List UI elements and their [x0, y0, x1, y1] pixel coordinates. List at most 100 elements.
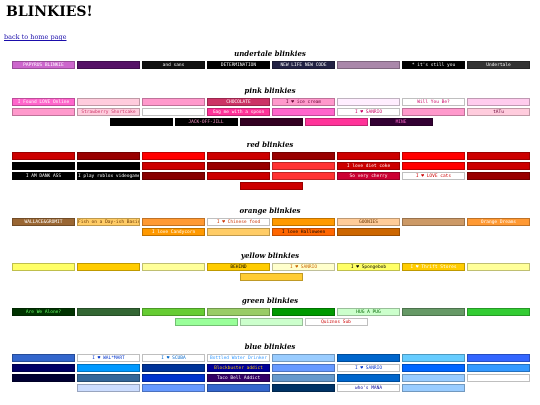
blinkie-image: [207, 308, 270, 316]
blinkie-image: [467, 308, 530, 316]
blinkie-image: [142, 364, 205, 372]
blinkie-image: Strawberry Shortcake: [77, 108, 140, 116]
blinkie-image: [142, 108, 205, 116]
blinkie-image: * it's still you: [402, 61, 465, 69]
blinkie-image: [337, 98, 400, 106]
blinkie-image: [239, 318, 303, 326]
blinkie-image: HUG A PUG: [337, 308, 400, 316]
blinkie-image: [77, 98, 140, 106]
blinkie-image: [467, 98, 530, 106]
blinkie-image: [467, 162, 530, 170]
blinkie-image: [402, 108, 465, 116]
blinkie-image: Are We Alone?: [12, 308, 75, 316]
blinkie-grid: WALLACE&GROMIT Fish on a Day-ish Basis I ♥…: [10, 218, 532, 236]
blinkie-grid: I love diet coke I AM DANK ASS I play robl…: [10, 152, 532, 190]
blinkie-image: [402, 364, 465, 372]
blinkie-image: [272, 308, 335, 316]
blinkie-image: [402, 354, 465, 362]
blinkie-image: I ♥ LOVE cats: [402, 172, 465, 180]
page-title: BLINKIES!: [6, 4, 93, 20]
blinkie-image: [467, 152, 530, 160]
blinkie-image: Quiznos Sub: [304, 318, 368, 326]
blinkie-image: [239, 182, 303, 190]
section-title: green blinkies: [241, 296, 299, 305]
blinkie-image: [272, 108, 335, 116]
blinkie-image: I play roblox videogames: [77, 172, 140, 180]
blinkie-image: [272, 354, 335, 362]
blinkie-image: I love Candycorn: [142, 228, 205, 236]
blinkie-grid: PAPYRUS BLINKIE and sans DETERMINATION NEW …: [10, 61, 532, 69]
blinkie-image: JACK-OFF-JILL: [174, 118, 238, 126]
blinkie-image: MINE: [369, 118, 433, 126]
blinkie-image: [402, 374, 465, 382]
back-to-home-link[interactable]: back to home page: [4, 33, 67, 41]
blinkie-image: [402, 218, 465, 226]
blinkie-image: DETERMINATION: [207, 61, 270, 69]
blinkie-image: [239, 118, 303, 126]
blinkie-image: [337, 152, 400, 160]
blinkie-image: [272, 152, 335, 160]
blinkie-image: [12, 152, 75, 160]
blinkie-image: [142, 218, 205, 226]
blinkie-image: [207, 162, 270, 170]
blinkie-image: and sans: [142, 61, 205, 69]
blinkie-image: [142, 263, 205, 271]
blinkie-image: [337, 228, 400, 236]
blinkie-image: [77, 374, 140, 382]
blinkie-image: Orange Dreams: [467, 218, 530, 226]
blinkie-image: [304, 118, 368, 126]
blinkie-image: I ♥ WAL*MART: [77, 354, 140, 362]
blinkie-image: [402, 384, 465, 392]
blinkie-image: [207, 228, 270, 236]
blinkie-image: [142, 98, 205, 106]
blinkie-grid: I Found LOVE Online CHOCOLATE I ♥ ice crea…: [10, 98, 532, 126]
blinkie-image: [337, 374, 400, 382]
blinkie-image: I love Halloween: [272, 228, 335, 236]
blinkie-image: Blockbuster addict: [207, 364, 270, 372]
blinkie-image: I ♥ SANRIO: [337, 108, 400, 116]
blinkie-image: I AM DANK ASS: [12, 172, 75, 180]
section-title: yellow blinkies: [240, 251, 300, 260]
blinkie-image: [77, 384, 140, 392]
blinkie-image: [77, 152, 140, 160]
blinkie-image: NEW LIFE NEW CODE: [272, 61, 335, 69]
blinkie-image: So very cherry: [337, 172, 400, 180]
blinkie-image: Taco Bell Addict: [207, 374, 270, 382]
blinkie-image: Will You Be?: [402, 98, 465, 106]
blinkie-image: [12, 354, 75, 362]
blinkie-image: [174, 318, 238, 326]
blinkie-image: BEHIND: [207, 263, 270, 271]
blinkie-image: I ♥ Thrift Stores: [402, 263, 465, 271]
blinkie-grid: BEHIND I ♥ SANRIO I ♥ Spongebob I ♥ Thrift …: [10, 263, 532, 281]
blinkie-image: [239, 273, 303, 281]
blinkie-image: [272, 374, 335, 382]
blinkie-image: [142, 162, 205, 170]
blinkie-image: I ♥ SANRIO: [272, 263, 335, 271]
blinkie-image: [77, 364, 140, 372]
section-title: orange blinkies: [239, 206, 301, 215]
blinkie-image: [12, 162, 75, 170]
blinkie-image: I ♥ SCUBA: [142, 354, 205, 362]
section-title: undertale blinkies: [234, 49, 306, 58]
blinkie-image: [337, 354, 400, 362]
blinkie-image: [142, 308, 205, 316]
blinkie-image: I ♥ ice cream: [272, 98, 335, 106]
blinkie-image: [467, 172, 530, 180]
blinkie-image: [272, 162, 335, 170]
blinkie-image: [77, 162, 140, 170]
blinkie-image: [142, 172, 205, 180]
blinkie-image: [402, 152, 465, 160]
blinkie-image: tATu: [467, 108, 530, 116]
blinkie-image: I ♥ SANRIO: [337, 364, 400, 372]
blinkie-image: [142, 152, 205, 160]
blinkie-image: [207, 384, 270, 392]
blinkie-image: who's MANA: [337, 384, 400, 392]
blinkie-image: [467, 354, 530, 362]
blinkie-image: CHOCOLATE: [207, 98, 270, 106]
blinkie-image: [272, 172, 335, 180]
blinkie-image: [12, 374, 75, 382]
blinkie-image: [402, 308, 465, 316]
blinkie-image: [109, 118, 173, 126]
blinkie-image: [142, 384, 205, 392]
section-title: pink blinkies: [244, 86, 296, 95]
